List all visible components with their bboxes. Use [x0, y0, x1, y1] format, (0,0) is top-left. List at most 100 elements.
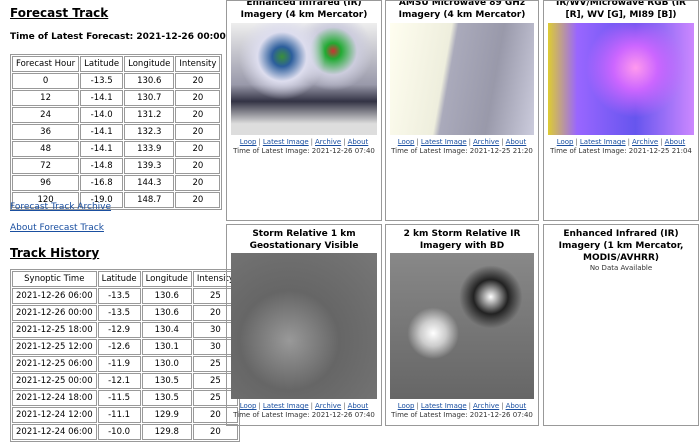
- cell: 130.5: [141, 373, 192, 389]
- image-panel: 2 km Storm Relative IR Imagery with BD E…: [385, 224, 539, 426]
- cell: 132.3: [124, 124, 175, 140]
- separator: |: [258, 138, 261, 146]
- separator: |: [416, 138, 419, 146]
- cell: 48: [12, 141, 80, 157]
- cell: 20: [175, 175, 221, 191]
- cell: 2021-12-26 00:00: [12, 305, 97, 321]
- header-row: Forecast Hour Latitude Longitude Intensity: [12, 56, 221, 72]
- cell: 12: [12, 90, 80, 106]
- link[interactable]: Latest Image: [262, 138, 309, 146]
- row: 24 -14.0 131.2 20: [12, 107, 221, 123]
- separator: |: [468, 138, 472, 146]
- cell: 72: [12, 158, 80, 174]
- cell: -14.0: [80, 107, 124, 123]
- satellite-image: [231, 23, 377, 135]
- row: 2021-12-26 06:00 -13.5 130.6 25: [12, 288, 238, 304]
- separator: |: [575, 138, 578, 146]
- separator: |: [310, 138, 314, 146]
- row: 2021-12-26 00:00 -13.5 130.6 20: [12, 305, 238, 321]
- cell: -14.1: [80, 141, 124, 157]
- link[interactable]: Loop: [397, 138, 415, 146]
- panel-links: Loop | Latest Image | Archive | About: [227, 402, 381, 410]
- cell: -12.9: [97, 322, 141, 338]
- cell: 130.0: [141, 356, 192, 372]
- link[interactable]: Loop: [397, 402, 415, 410]
- link[interactable]: About: [505, 138, 527, 146]
- link[interactable]: Archive: [315, 138, 342, 146]
- cell: 148.7: [124, 192, 175, 208]
- page: Forecast Track Time of Latest Forecast: …: [10, 0, 699, 442]
- cell: 130.1: [141, 339, 192, 355]
- link[interactable]: About: [505, 402, 527, 410]
- link[interactable]: Latest Image: [420, 402, 467, 410]
- separator: |: [310, 402, 314, 410]
- cell: -14.1: [80, 90, 124, 106]
- cell: 20: [175, 192, 221, 208]
- row: 96 -16.8 144.3 20: [12, 175, 221, 191]
- cell: 2021-12-25 00:00: [12, 373, 97, 389]
- link[interactable]: Archive: [473, 138, 500, 146]
- link[interactable]: Forecast Track Archive: [10, 202, 112, 212]
- cell: 131.2: [124, 107, 175, 123]
- link[interactable]: Latest Image: [420, 138, 467, 146]
- header-cell: Longitude: [141, 271, 192, 287]
- satellite-image: [390, 23, 534, 135]
- cell: 2021-12-25 12:00: [12, 339, 97, 355]
- link[interactable]: About: [347, 402, 369, 410]
- cell: 20: [175, 158, 221, 174]
- satellite-image: [231, 253, 377, 399]
- link[interactable]: About: [347, 138, 369, 146]
- link[interactable]: Archive: [632, 138, 659, 146]
- cell: 96: [12, 175, 80, 191]
- row: 2021-12-24 12:00 -11.1 129.9 20: [12, 407, 238, 423]
- link[interactable]: Archive: [473, 402, 500, 410]
- cell: 130.4: [141, 322, 192, 338]
- latest-forecast: Time of Latest Forecast: 2021-12-26 00:0…: [10, 32, 226, 42]
- cell: 2021-12-25 06:00: [12, 356, 97, 372]
- heading: Track History: [10, 246, 100, 260]
- panel-title: Enhanced Infrared (IR) Imagery (1 km Mer…: [558, 229, 684, 263]
- image-panel: Enhanced Infrared (IR) Imagery (4 km Mer…: [226, 0, 382, 221]
- cell: 20: [175, 73, 221, 89]
- no-data: No Data Available: [589, 264, 653, 272]
- cell: 130.6: [141, 305, 192, 321]
- cell: 20: [175, 90, 221, 106]
- cell: 2021-12-24 18:00: [12, 390, 97, 406]
- link[interactable]: Latest Image: [579, 138, 626, 146]
- row: 120 -19.0 148.7 20: [12, 192, 221, 208]
- cell: -13.5: [97, 305, 141, 321]
- panel-title: Enhanced Infrared (IR) Imagery (4 km Mer…: [240, 0, 368, 20]
- cell: 24: [12, 107, 80, 123]
- link[interactable]: Archive: [315, 402, 342, 410]
- row: 2021-12-25 06:00 -11.9 130.0 25: [12, 356, 238, 372]
- row: 2021-12-25 00:00 -12.1 130.5 25: [12, 373, 238, 389]
- link[interactable]: About: [664, 138, 686, 146]
- forecast-table: Forecast Hour Latitude Longitude Intensity 0…: [10, 54, 223, 210]
- cell: 130.6: [124, 73, 175, 89]
- cell: -11.5: [97, 390, 141, 406]
- cell: -13.5: [80, 73, 124, 89]
- separator: |: [343, 402, 346, 410]
- cell: 0: [12, 73, 80, 89]
- row: 2021-12-24 06:00 -10.0 129.8 20: [12, 424, 238, 440]
- link[interactable]: Loop: [556, 138, 574, 146]
- row: 12 -14.1 130.7 20: [12, 90, 221, 106]
- image-panel: AMSU Microwave 89 GHz Imagery (4 km Merc…: [385, 0, 539, 221]
- row: 0 -13.5 130.6 20: [12, 73, 221, 89]
- link[interactable]: Latest Image: [262, 402, 309, 410]
- image-time: Time of Latest Image: 2021-12-26 07:40: [391, 411, 533, 419]
- cell: -11.1: [97, 407, 141, 423]
- image-time: Time of Latest Image: 2021-12-25 21:20: [391, 147, 533, 155]
- row: 2021-12-25 18:00 -12.9 130.4 30: [12, 322, 238, 338]
- cell: 130.5: [141, 390, 192, 406]
- link[interactable]: Loop: [239, 402, 257, 410]
- cell: 2021-12-26 06:00: [12, 288, 97, 304]
- cell: -14.8: [80, 158, 124, 174]
- image-time: Time of Latest Image: 2021-12-26 07:40: [233, 147, 375, 155]
- satellite-image: [390, 253, 534, 399]
- panel-links: Loop | Latest Image | Archive | About: [544, 138, 698, 146]
- link[interactable]: About Forecast Track: [10, 223, 104, 233]
- panel-links: Loop | Latest Image | Archive | About: [386, 138, 538, 146]
- link[interactable]: Loop: [239, 138, 257, 146]
- panel-links: Loop | Latest Image | Archive | About: [386, 402, 538, 410]
